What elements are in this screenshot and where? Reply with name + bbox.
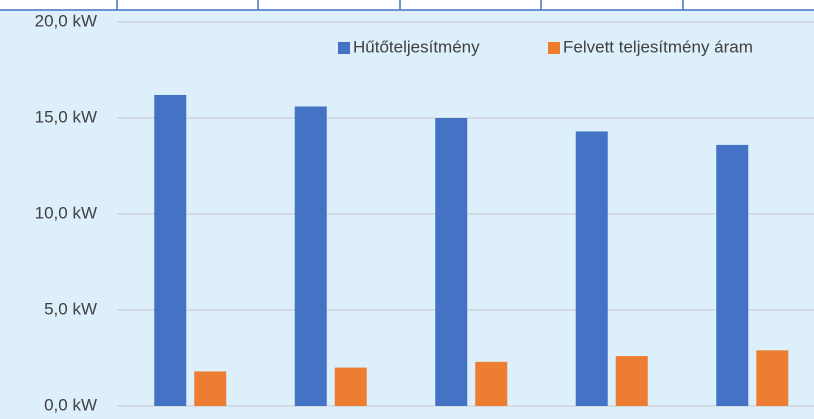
bar	[435, 118, 468, 406]
bar	[294, 106, 327, 406]
bar	[716, 144, 749, 406]
y-tick-label: 15,0 kW	[35, 107, 97, 126]
legend-label: Felvett teljesítmény áram	[563, 37, 753, 56]
legend-swatch	[548, 42, 560, 54]
bar	[154, 94, 187, 407]
table-edge	[0, 0, 814, 11]
legend-label: Hűtőteljesítmény	[353, 37, 480, 56]
bar	[475, 361, 508, 406]
bar	[756, 350, 789, 406]
y-tick-label: 5,0 kW	[44, 299, 97, 318]
bar	[194, 371, 227, 406]
y-tick-label: 10,0 kW	[35, 203, 97, 222]
bar	[334, 367, 367, 406]
y-tick-label: 20,0 kW	[35, 11, 97, 30]
y-tick-label: 0,0 kW	[44, 395, 97, 414]
legend-swatch	[338, 42, 350, 54]
bar	[575, 131, 608, 406]
bar	[615, 356, 648, 406]
